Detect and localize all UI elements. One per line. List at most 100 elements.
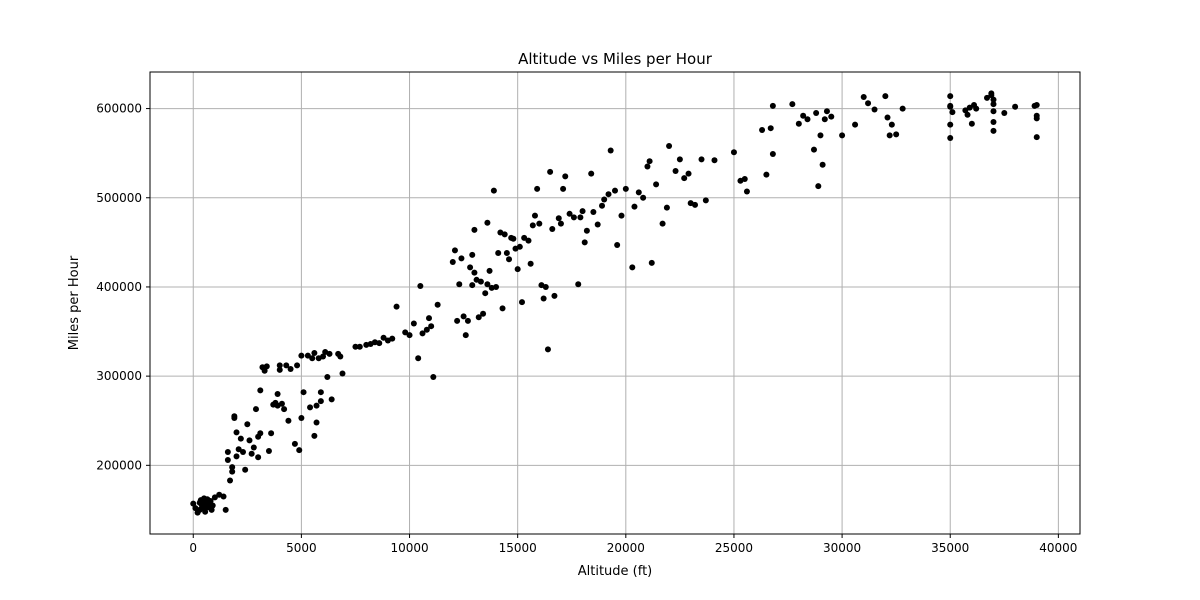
data-point [884,114,891,121]
data-point [475,314,482,321]
data-point [990,118,997,125]
data-point [819,161,826,168]
data-point [852,121,859,128]
data-point [486,267,493,274]
x-tick-label: 40000 [1039,541,1077,555]
data-point [815,183,822,190]
data-point [317,389,324,396]
y-tick-label: 300000 [96,369,142,383]
data-point [477,278,484,285]
data-point [482,290,489,297]
data-point [618,212,625,219]
data-point [298,352,305,359]
data-point [882,93,889,100]
chart-title: Altitude vs Miles per Hour [518,50,713,68]
x-tick-label: 10000 [390,541,428,555]
data-point [984,94,990,101]
data-point [484,281,491,288]
data-point [519,299,525,306]
data-point [229,464,236,471]
data-point [711,157,718,164]
data-point [458,255,465,262]
data-point [309,355,316,362]
y-tick-label: 400000 [96,280,142,294]
data-point [990,96,997,103]
data-point [672,168,679,174]
data-point [211,494,218,501]
data-point [220,493,227,500]
data-point [579,208,586,215]
data-point [653,181,660,188]
data-point [471,226,478,233]
data-point [499,305,506,312]
data-point [393,303,400,310]
data-point [549,225,556,232]
data-point [692,201,699,208]
data-point [501,231,508,238]
data-point [456,281,463,288]
data-point [283,362,290,369]
data-point [789,101,796,108]
x-tick-label: 25000 [715,541,753,555]
data-point [702,197,709,204]
data-point [631,203,638,210]
data-point [886,132,893,139]
data-point [237,435,244,442]
data-point [278,400,285,407]
data-point [962,107,969,114]
data-point [823,108,830,115]
data-point [426,315,432,322]
data-point [1012,103,1019,110]
data-point [380,334,387,341]
data-point [471,269,478,276]
data-point [484,219,491,226]
data-point [888,121,895,128]
x-tick-label: 0 [189,541,197,555]
data-point [990,101,997,108]
data-point [202,508,209,515]
data-point [1033,115,1040,122]
data-point [865,100,872,107]
data-point [640,194,647,201]
data-point [469,282,476,289]
y-tick-label: 200000 [96,458,142,472]
data-point [246,437,253,444]
data-point [570,214,577,221]
data-point [899,105,906,112]
data-point [320,353,327,360]
data-point [298,415,305,422]
data-point [252,406,259,413]
data-point [529,222,536,229]
data-point [516,243,523,250]
data-point [581,239,588,246]
data-point [235,446,242,453]
x-tick-label: 5000 [286,541,317,555]
data-point [207,498,214,504]
data-point [190,500,197,507]
y-axis-label: Miles per Hour [67,255,82,350]
x-axis-label: Altitude (ft) [578,564,653,579]
data-point [480,310,487,317]
data-point [828,113,835,120]
data-point [326,350,333,357]
data-point [493,283,500,290]
data-point [1033,134,1040,141]
data-point [257,387,264,394]
data-point [676,156,683,163]
data-point [575,281,582,288]
x-tick-label: 20000 [607,541,645,555]
data-point [423,326,430,333]
data-point [743,188,750,195]
data-point [209,502,216,509]
data-point [612,187,618,194]
data-point [227,477,234,484]
data-point [464,317,471,324]
data-point [599,202,606,209]
data-point [525,237,532,244]
data-point [490,187,497,194]
data-point [769,151,776,158]
data-point [544,346,551,353]
data-point [588,170,595,177]
data-point [311,349,318,356]
